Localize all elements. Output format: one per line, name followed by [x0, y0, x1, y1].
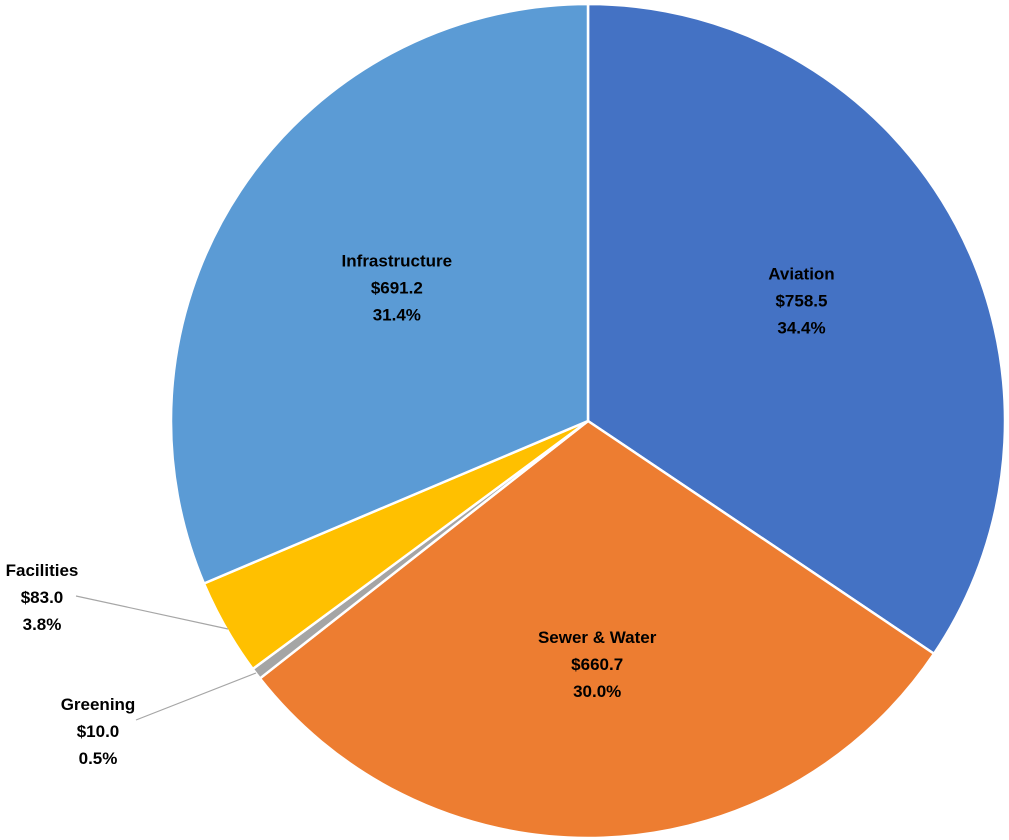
pie-slice-aviation [586, 2, 1007, 655]
data-labels: Aviation $758.5 34.4% Sewer & Water $660.7 30… [6, 251, 835, 768]
label-percent-greening: 0.5% [79, 749, 118, 768]
label-value-facilities: $83.0 [21, 588, 64, 607]
pie-slice-infrastructure [169, 2, 590, 585]
data-label-sewer-and-water: Sewer & Water $660.7 30.0% [538, 628, 657, 701]
label-name-greening: Greening [61, 695, 136, 714]
label-name-aviation: Aviation [768, 264, 834, 283]
leader-line-facilities [75, 595, 229, 630]
label-name-sewer-and-water: Sewer & Water [538, 628, 657, 647]
label-percent-aviation: 34.4% [777, 318, 825, 337]
label-value-infrastructure: $691.2 [371, 278, 423, 297]
data-label-aviation: Aviation $758.5 34.4% [768, 264, 834, 337]
leader-line-greening [135, 672, 257, 721]
label-percent-sewer-and-water: 30.0% [573, 682, 621, 701]
label-value-aviation: $758.5 [775, 291, 827, 310]
label-value-sewer-and-water: $660.7 [571, 655, 623, 674]
label-name-facilities: Facilities [6, 561, 79, 580]
pie-slice-sewer-and-water [258, 419, 936, 840]
data-label-facilities: Facilities $83.0 3.8% [6, 561, 79, 634]
data-label-greening: Greening $10.0 0.5% [61, 695, 136, 768]
label-percent-facilities: 3.8% [23, 615, 62, 634]
label-name-infrastructure: Infrastructure [342, 251, 453, 270]
label-value-greening: $10.0 [77, 722, 120, 741]
pie-slices [169, 2, 1007, 840]
leader-lines [75, 595, 257, 721]
data-label-infrastructure: Infrastructure $691.2 31.4% [342, 251, 453, 324]
label-percent-infrastructure: 31.4% [373, 305, 421, 324]
